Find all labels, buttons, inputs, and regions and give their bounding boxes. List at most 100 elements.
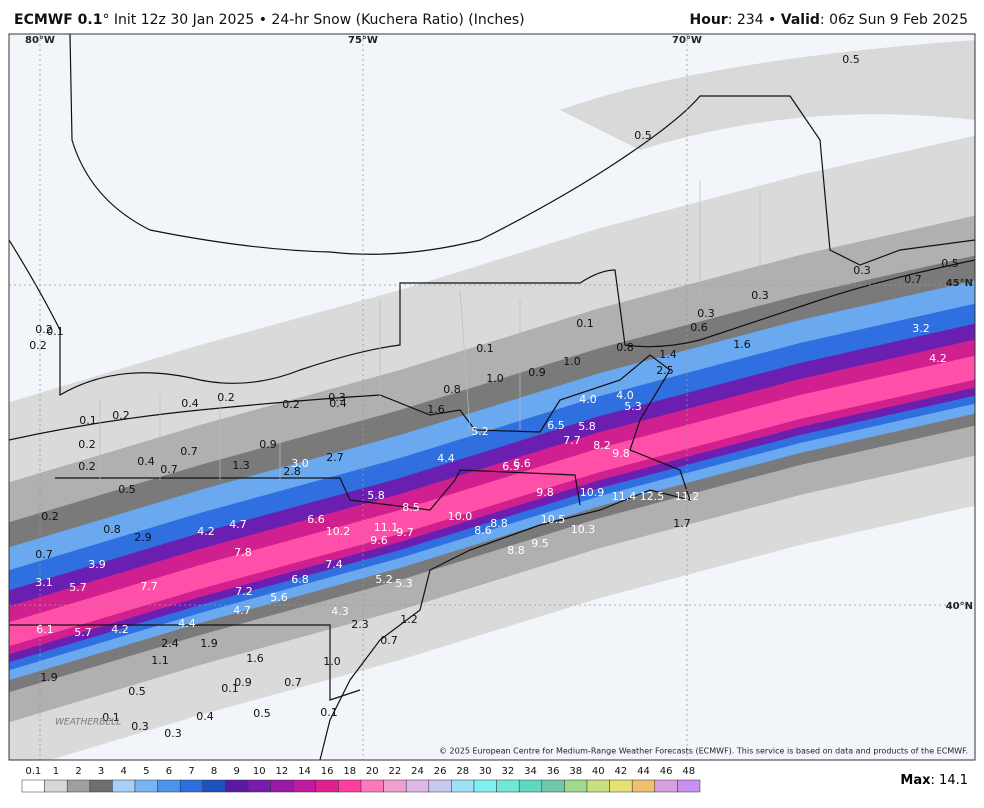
grid-label: 80°W bbox=[25, 35, 55, 46]
snow-value: 4.4 bbox=[178, 617, 196, 630]
snow-value: 1.0 bbox=[486, 372, 504, 385]
grid-label: 40°N bbox=[946, 601, 973, 612]
legend-swatch bbox=[586, 779, 610, 793]
valid-key: Valid bbox=[781, 12, 820, 28]
legend-label: 32 bbox=[502, 766, 515, 777]
snow-value: 0.2 bbox=[282, 398, 300, 411]
snow-band bbox=[9, 355, 975, 647]
snow-value: 0.3 bbox=[164, 727, 182, 740]
legend-swatch bbox=[157, 779, 181, 793]
legend-label: 30 bbox=[479, 766, 492, 777]
legend-swatch bbox=[202, 779, 226, 793]
snow-value: 1.6 bbox=[733, 338, 751, 351]
snow-value: 8.8 bbox=[507, 544, 525, 557]
legend-label: 28 bbox=[456, 766, 469, 777]
legend-label: 42 bbox=[615, 766, 628, 777]
snow-value: 5.7 bbox=[69, 581, 87, 594]
state-lines bbox=[9, 469, 581, 701]
border bbox=[69, 34, 975, 266]
snow-value: 0.4 bbox=[181, 397, 199, 410]
snow-value: 0.5 bbox=[118, 483, 136, 496]
snow-value: 0.9 bbox=[528, 366, 546, 379]
legend-label: 2 bbox=[75, 766, 81, 777]
snow-value: 0.5 bbox=[634, 129, 652, 142]
legend-label: 26 bbox=[434, 766, 447, 777]
max-val: : 14.1 bbox=[931, 773, 968, 788]
legend-label: 20 bbox=[366, 766, 379, 777]
grid-label: 75°W bbox=[348, 35, 378, 46]
legend-swatch bbox=[225, 779, 249, 793]
snow-value: 8.5 bbox=[402, 501, 420, 514]
legend-label: 0.1 bbox=[25, 766, 41, 777]
coastline bbox=[9, 354, 691, 760]
snow-value: 12.5 bbox=[640, 490, 665, 503]
snow-value: 10.0 bbox=[448, 510, 473, 523]
snow-value: 0.7 bbox=[904, 273, 922, 286]
legend-swatch bbox=[518, 779, 543, 793]
snow-value: 0.8 bbox=[616, 341, 634, 354]
snow-value: 4.7 bbox=[229, 518, 247, 531]
snow-value: 4.3 bbox=[331, 605, 349, 618]
snow-value: 3.0 bbox=[291, 457, 309, 470]
legend: 0.1 1 2 3 4 5 6 7 8 9 10 12 14 16 18 20 22 24 26 28 30 32 34 36… bbox=[21, 766, 701, 793]
snow-value: 8.6 bbox=[474, 524, 492, 537]
snow-value: 4.2 bbox=[197, 525, 215, 538]
max: Max: 14.1 bbox=[900, 773, 968, 788]
legend-swatch bbox=[428, 779, 452, 793]
snow-value: 9.5 bbox=[531, 537, 549, 550]
legend-swatch bbox=[315, 779, 339, 793]
legend-swatch bbox=[541, 779, 565, 793]
legend-swatch bbox=[338, 779, 362, 793]
legend-swatch bbox=[134, 779, 158, 793]
snow-value: 0.1 bbox=[320, 706, 338, 719]
legend-label: 7 bbox=[188, 766, 194, 777]
map-frame bbox=[8, 33, 976, 761]
snow-value: 5.8 bbox=[367, 489, 385, 502]
snow-value: 0.6 bbox=[690, 321, 708, 334]
snow-value: 1.7 bbox=[673, 517, 691, 530]
snow-value: 5.2 bbox=[375, 573, 393, 586]
snow-value: 0.9 bbox=[259, 438, 277, 451]
snow-value: 6.6 bbox=[307, 513, 325, 526]
snow-value: 1.9 bbox=[40, 671, 58, 684]
value-labels: 0.50.50.30.70.50.30.30.1 0.6 3.20.20.10.2 0… bbox=[29, 53, 959, 740]
legend-label: 3 bbox=[98, 766, 104, 777]
snow-value: 4.2 bbox=[929, 352, 947, 365]
snow-value: 5.2 bbox=[471, 425, 489, 438]
valid-info: Hour: 234 • Valid: 06z Sun 9 Feb 2025 bbox=[690, 12, 969, 28]
snow-value: 0.3 bbox=[853, 264, 871, 277]
legend-swatch bbox=[654, 779, 678, 793]
snow-value: 4.2 bbox=[111, 623, 129, 636]
legend-swatch bbox=[112, 779, 136, 793]
legend-label: 10 bbox=[253, 766, 266, 777]
snow-value: 0.3 bbox=[328, 391, 346, 404]
snow-value: 11.4 bbox=[612, 490, 637, 503]
snow-value: 0.7 bbox=[284, 676, 302, 689]
snow-value: 1.1 bbox=[151, 654, 169, 667]
snow-value: 7.4 bbox=[325, 558, 343, 571]
snow-value: 5.3 bbox=[395, 577, 413, 590]
snow-value: 0.2 bbox=[78, 438, 96, 451]
snow-value: 8.2 bbox=[593, 439, 611, 452]
legend-label: 4 bbox=[121, 766, 127, 777]
snow-value: 0.1 bbox=[476, 342, 494, 355]
model: ECMWF 0.1 bbox=[14, 12, 102, 28]
legend-swatch bbox=[89, 779, 113, 793]
snow-value: 2.4 bbox=[161, 637, 179, 650]
snow-value: 8.8 bbox=[490, 517, 508, 530]
snow-value: 5.3 bbox=[624, 400, 642, 413]
snow-value: 7.2 bbox=[235, 585, 253, 598]
snow-value: 0.1 bbox=[79, 414, 97, 427]
snow-value: 1.4 bbox=[659, 348, 677, 361]
snow-value: 0.2 bbox=[217, 391, 235, 404]
snow-value: 0.1 bbox=[221, 682, 239, 695]
snow-value: 6.8 bbox=[291, 573, 309, 586]
snow-value: 6.1 bbox=[36, 623, 54, 636]
snow-value: 5.7 bbox=[74, 626, 92, 639]
snow-value: 4.0 bbox=[616, 389, 634, 402]
snow-value: 0.2 bbox=[29, 339, 47, 352]
legend-label: 48 bbox=[682, 766, 695, 777]
snow-value: 2.3 bbox=[351, 618, 369, 631]
snow-value: 0.2 bbox=[35, 323, 53, 336]
snow-value: 0.9 bbox=[234, 676, 252, 689]
